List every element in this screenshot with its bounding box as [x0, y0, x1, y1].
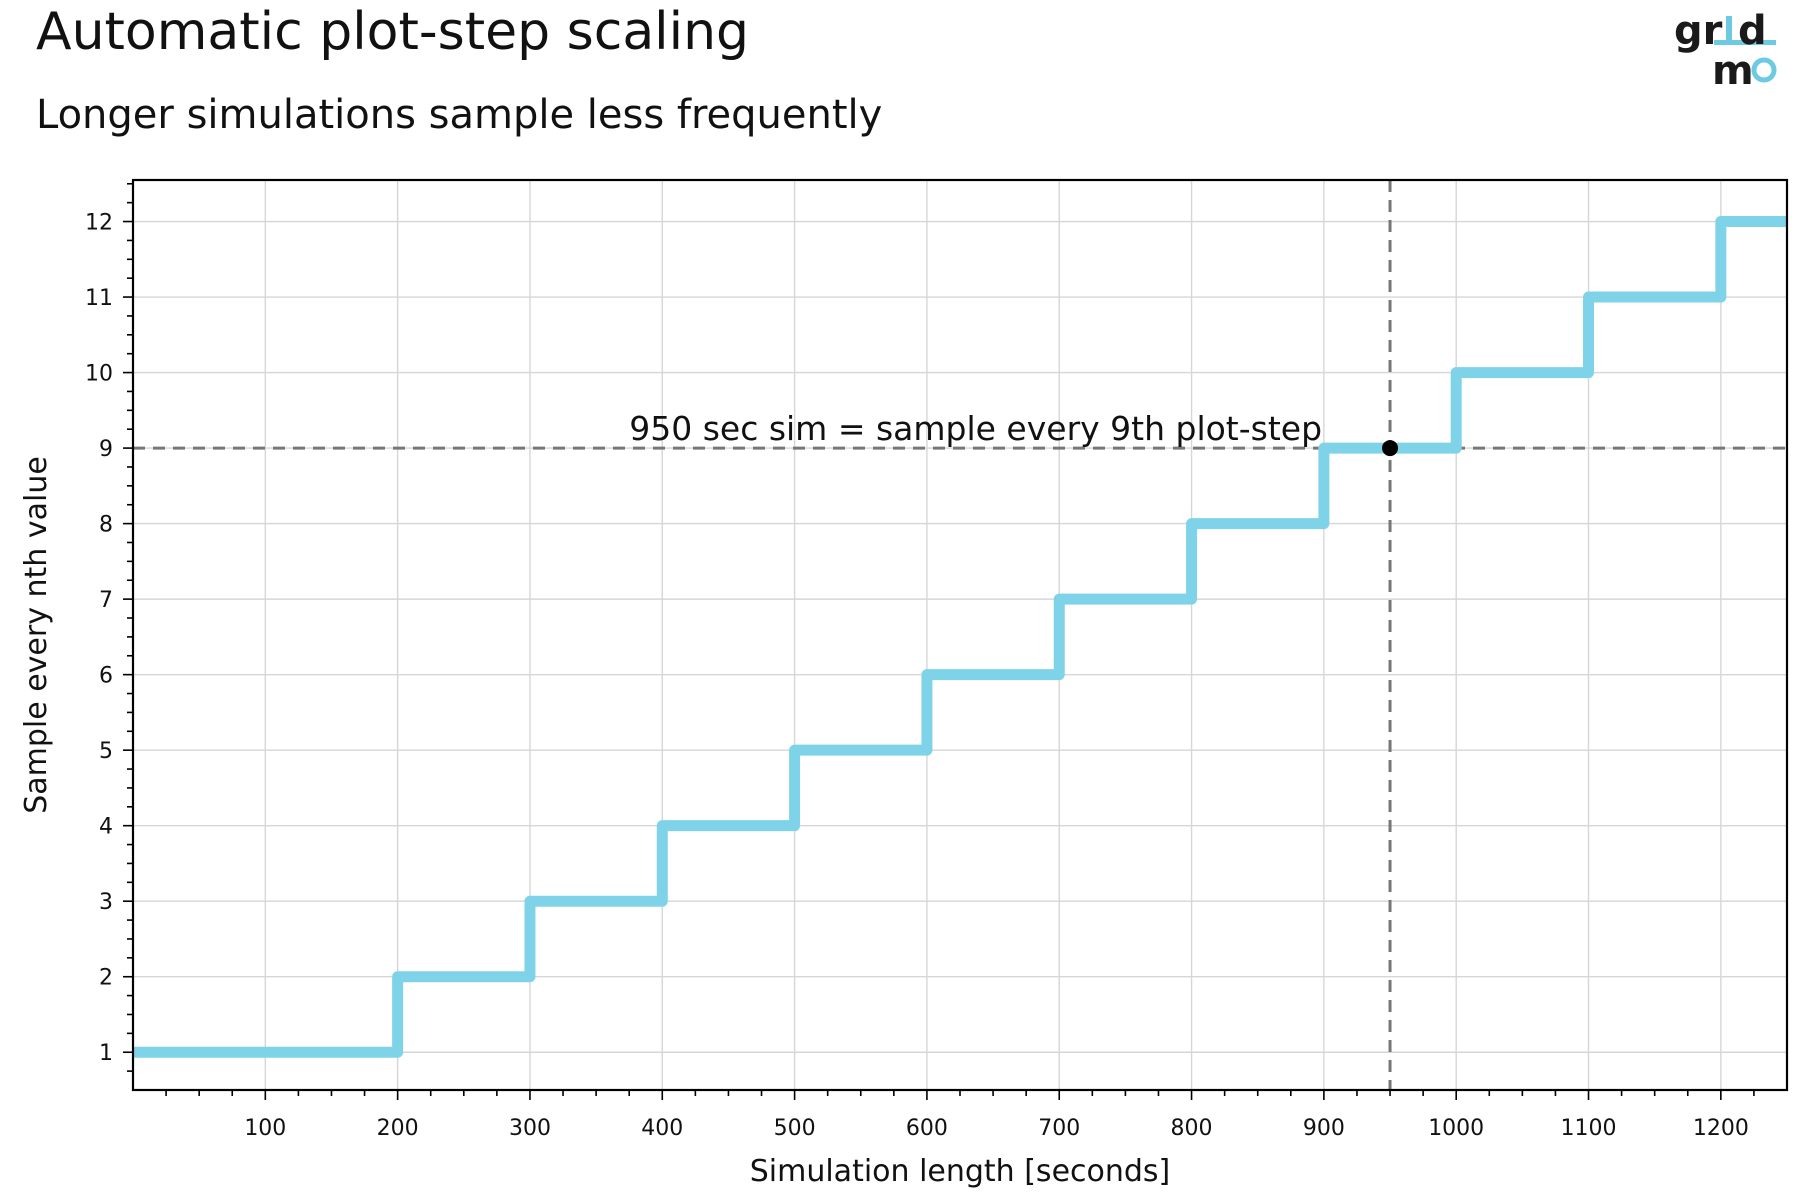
logo-text-m: m: [1712, 48, 1754, 94]
reference-lines: [133, 180, 1787, 1090]
y-tick-label: 3: [99, 890, 113, 915]
x-tick-label: 300: [509, 1116, 551, 1141]
x-axis-label: Simulation length [seconds]: [750, 1154, 1171, 1189]
logo-o-ring: [1751, 57, 1777, 83]
x-tick-label: 100: [244, 1116, 286, 1141]
y-tick-label: 5: [99, 739, 113, 764]
y-tick-label: 9: [99, 437, 113, 462]
chart-subtitle: Longer simulations sample less frequentl…: [36, 92, 883, 138]
y-tick-label: 6: [99, 664, 113, 689]
logo-rule: [1714, 40, 1776, 45]
logo-text-gr: gr: [1674, 8, 1723, 54]
y-tick-label: 12: [85, 211, 113, 236]
annotation-text: 950 sec sim = sample every 9th plot-step: [629, 409, 1322, 448]
y-axis-label: Sample every nth value: [19, 456, 54, 814]
marker-layer: [1382, 440, 1399, 457]
logo-text-d: d: [1738, 8, 1767, 54]
y-tick-label: 7: [99, 588, 113, 613]
series-layer: [133, 216, 1787, 1058]
x-tick-label: 1000: [1428, 1116, 1484, 1141]
x-tick-label: 900: [1303, 1116, 1345, 1141]
step-series-line: [133, 216, 1787, 1058]
grid-layer: [133, 180, 1787, 1090]
reference-point-marker: [1382, 440, 1399, 457]
ticks-layer: 100 200 300 400 500 600 700 800 900 1000 1100 1200 1…: [85, 182, 1755, 1141]
x-tick-label: 700: [1038, 1116, 1080, 1141]
x-tick-label: 600: [906, 1116, 948, 1141]
y-tick-label: 4: [99, 815, 113, 840]
gridmo-logo: gr d m: [1672, 6, 1792, 96]
plot-frame: [131, 178, 1789, 1092]
x-tick-label: 1100: [1561, 1116, 1617, 1141]
gridmo-logo-mark: gr d m: [1674, 8, 1777, 94]
x-tick-label: 500: [774, 1116, 816, 1141]
chart-title: Automatic plot-step scaling: [36, 2, 750, 62]
x-tick-label: 200: [377, 1116, 419, 1141]
y-tick-label: 2: [99, 966, 113, 991]
y-tick-label: 10: [85, 362, 113, 387]
y-tick-label: 8: [99, 513, 113, 538]
y-tick-label: 1: [99, 1041, 113, 1066]
x-tick-label: 800: [1171, 1116, 1213, 1141]
x-tick-label: 400: [641, 1116, 683, 1141]
logo-i-bar: [1726, 16, 1732, 44]
y-tick-label: 11: [85, 286, 113, 311]
x-tick-label: 1200: [1693, 1116, 1749, 1141]
